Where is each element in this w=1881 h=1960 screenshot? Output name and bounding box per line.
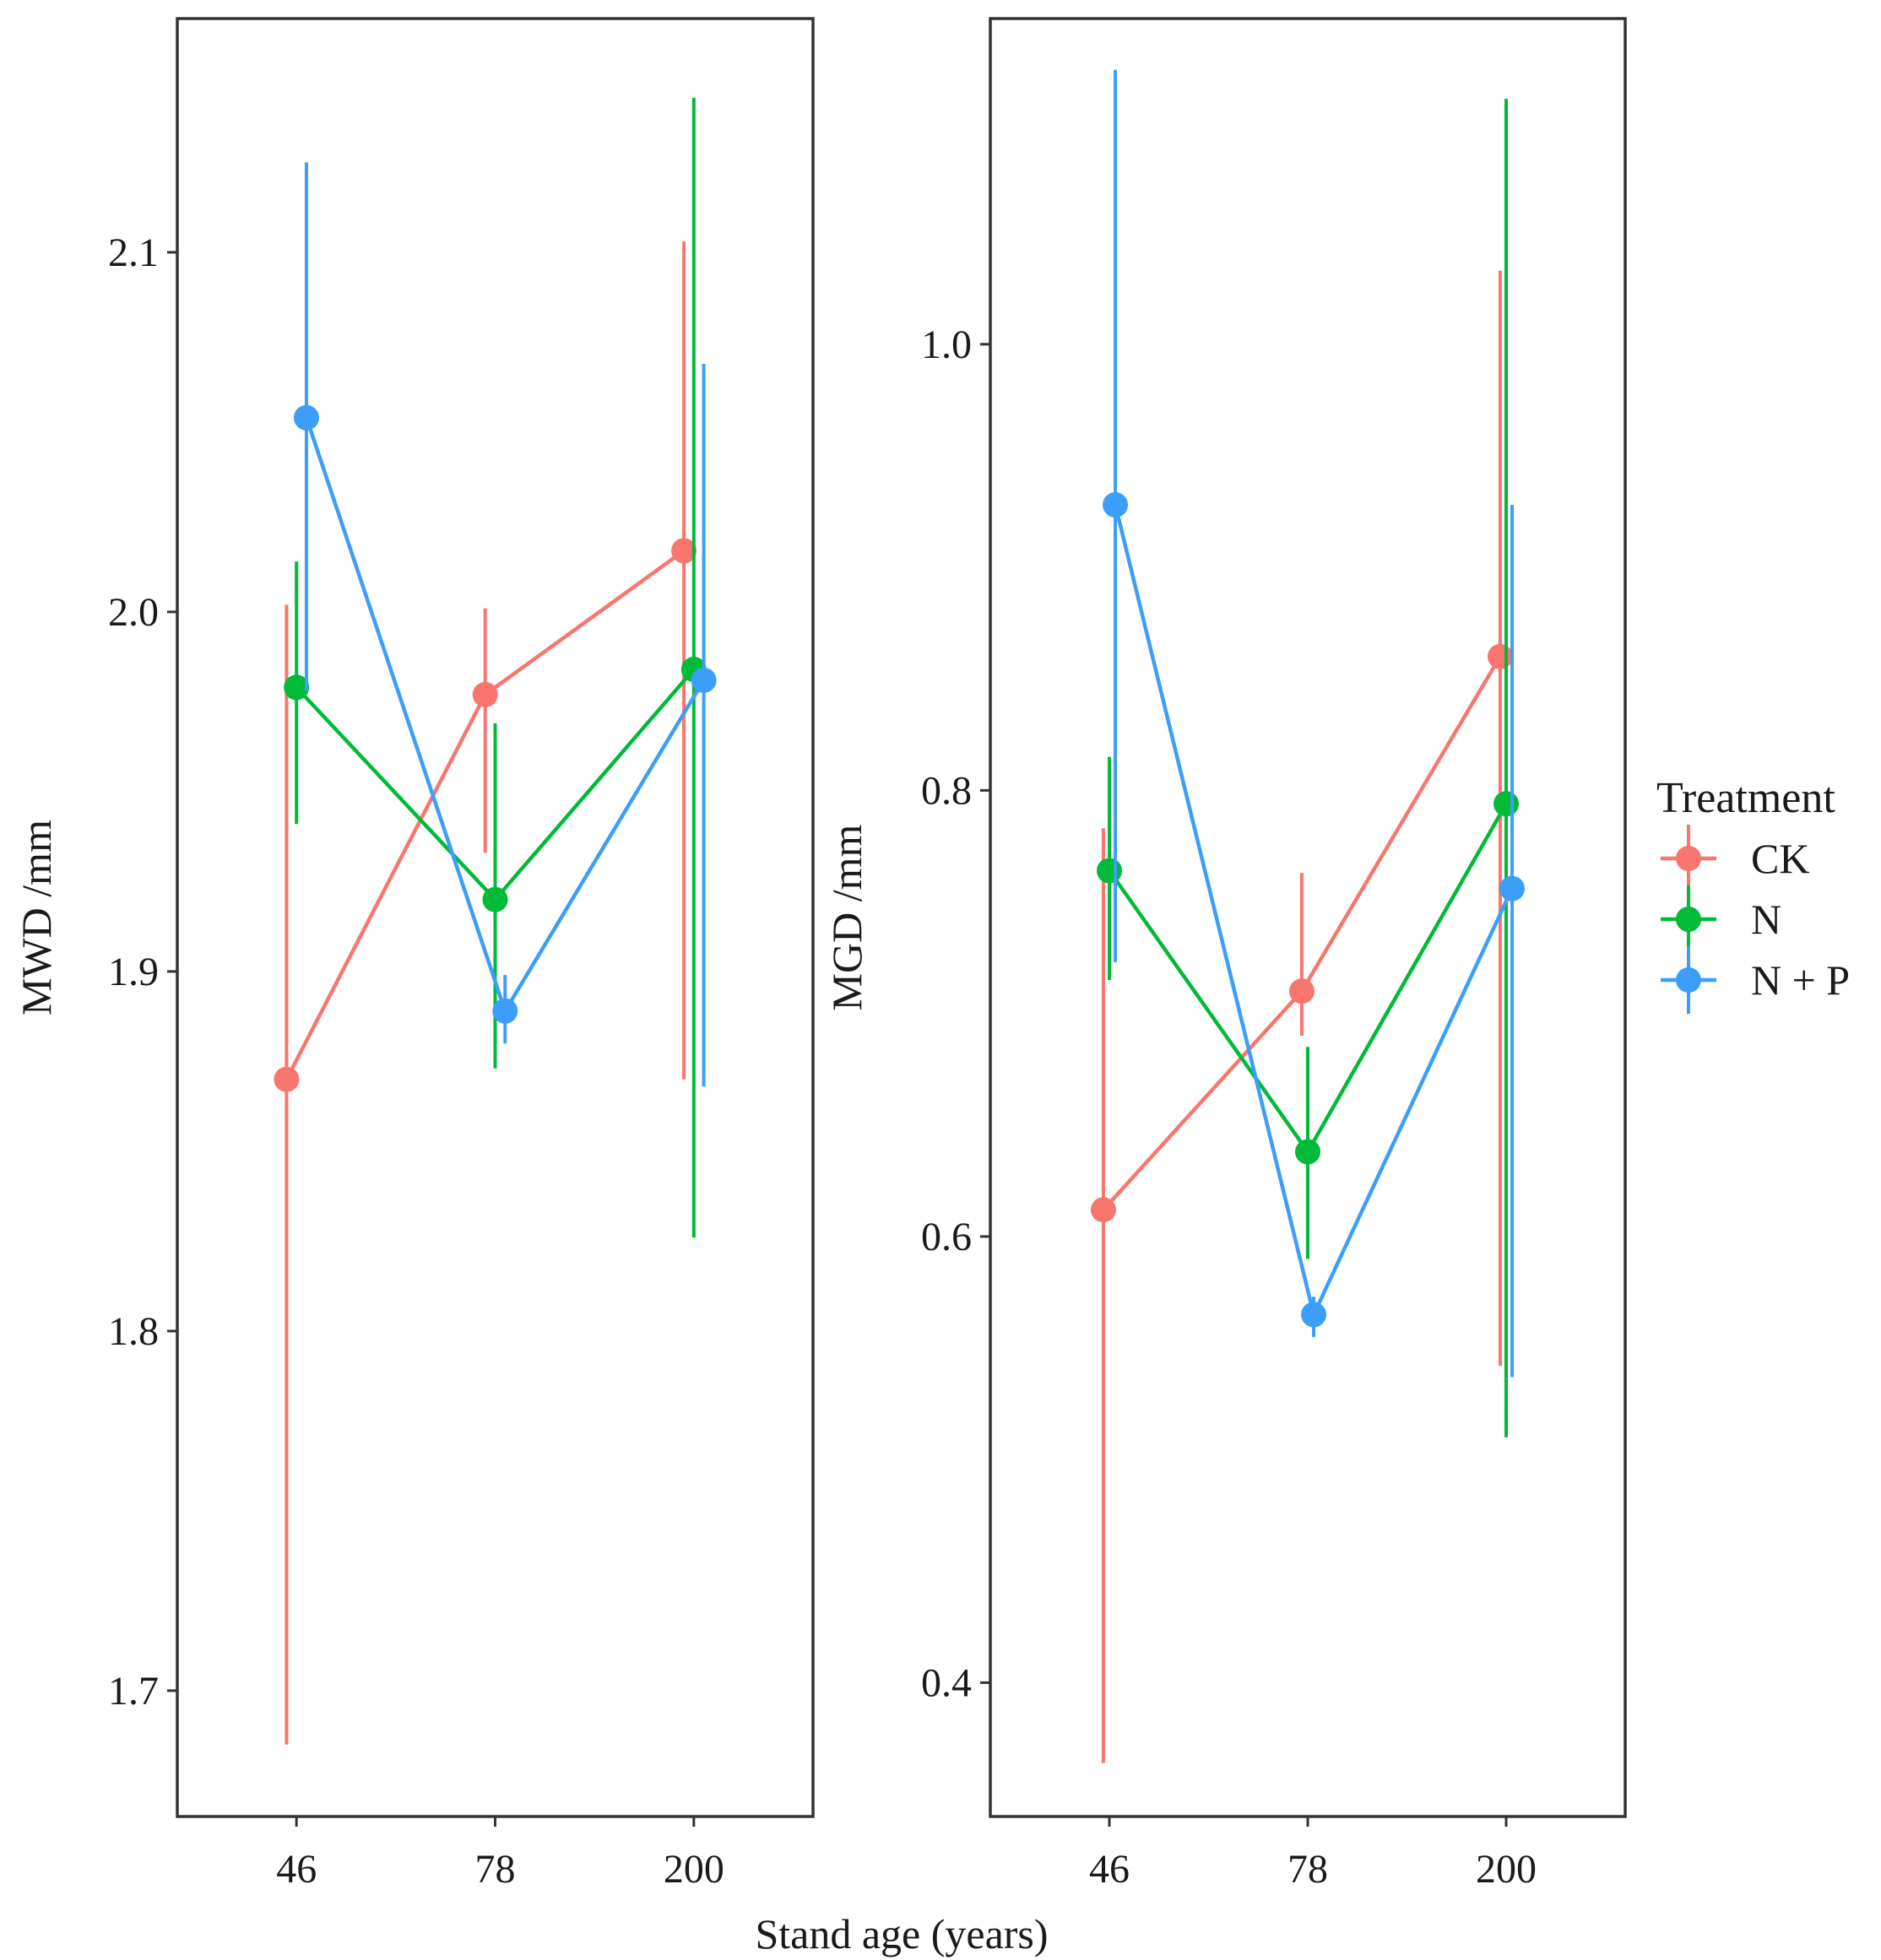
mgd-panel: 0.4 0.6 0.8 1.0 46 78 200 MGD /mm xyxy=(823,17,1627,1892)
legend-key-point xyxy=(1676,846,1701,871)
data-point xyxy=(1493,791,1519,817)
data-point xyxy=(482,886,508,912)
legend-item-n-p: N + P xyxy=(1661,946,1850,1014)
x-tick-label: 78 xyxy=(475,1847,516,1892)
x-tick-label: 200 xyxy=(664,1847,724,1892)
data-point xyxy=(671,538,697,564)
mwd-panel: 1.7 1.8 1.9 2.0 2.1 46 78 200 MWD /mm xyxy=(13,17,815,1892)
data-point xyxy=(1487,643,1513,669)
data-point xyxy=(492,998,518,1024)
legend-key-point xyxy=(1676,967,1701,993)
y-tick-label: 2.0 xyxy=(108,590,159,635)
x-tick-label: 200 xyxy=(1476,1847,1537,1892)
legend-item-ck: CK xyxy=(1661,825,1809,892)
x-axis-title: Stand age (years) xyxy=(755,1910,1048,1957)
y-tick-label: 0.4 xyxy=(921,1660,972,1705)
series-ck xyxy=(1090,270,1513,1763)
series-n xyxy=(1097,99,1519,1438)
x-tick-label: 46 xyxy=(276,1847,317,1892)
series-n-p xyxy=(293,162,717,1087)
data-point xyxy=(1288,978,1315,1004)
x-tick-label: 78 xyxy=(1287,1847,1328,1892)
legend-label: N xyxy=(1751,896,1781,943)
legend-key-point xyxy=(1676,907,1701,932)
data-point xyxy=(1295,1139,1320,1165)
y-axis-title: MGD /mm xyxy=(823,824,870,1010)
series-line xyxy=(1113,504,1515,1317)
data-point xyxy=(274,1066,300,1092)
data-point xyxy=(1499,875,1526,901)
data-point xyxy=(472,681,498,707)
data-point xyxy=(1301,1302,1327,1328)
series-n xyxy=(284,97,707,1238)
y-axis-title: MWD /mm xyxy=(13,820,60,1015)
x-tick-label: 46 xyxy=(1089,1847,1130,1892)
y-tick-label: 2.1 xyxy=(108,230,159,275)
data-point xyxy=(293,404,319,430)
y-tick-label: 0.6 xyxy=(921,1215,972,1259)
y-tick-label: 1.9 xyxy=(108,950,159,994)
legend-title: Treatment xyxy=(1656,774,1835,822)
legend-label: N + P xyxy=(1751,956,1850,1004)
data-point xyxy=(1097,858,1122,884)
data-point xyxy=(1090,1197,1116,1223)
series-n-p xyxy=(1103,69,1526,1378)
data-point xyxy=(284,674,310,701)
y-tick-label: 0.8 xyxy=(921,768,972,813)
legend-item-n: N xyxy=(1661,885,1781,953)
y-tick-label: 1.0 xyxy=(921,322,972,367)
y-tick-label: 1.8 xyxy=(108,1309,159,1354)
series-ck xyxy=(274,241,697,1745)
y-tick-label: 1.7 xyxy=(108,1669,159,1714)
data-point xyxy=(1103,492,1129,518)
plot-frame xyxy=(989,17,1627,1818)
data-point xyxy=(691,667,717,693)
legend-label: CK xyxy=(1751,835,1809,882)
legend: Treatment CK N N + P xyxy=(1656,774,1850,1014)
